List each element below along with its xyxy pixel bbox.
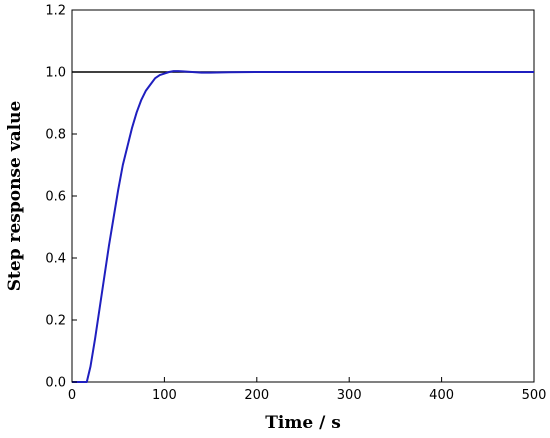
x-tick-label: 400 [429,388,454,403]
series-layer [72,70,534,383]
x-tick-label: 300 [337,388,362,403]
x-axis-title: Time / s [265,413,341,433]
y-tick-label: 0.6 [45,190,66,205]
x-tick-label: 200 [244,388,269,403]
x-tick-label: 500 [522,388,547,403]
y-tick-label: 0.8 [45,128,66,143]
y-tick-label: 1.0 [45,66,66,81]
x-axis-ticks: 0 100 200 300 400 500 [68,377,547,403]
y-tick-label: 0.0 [45,376,66,391]
plot-area-frame [71,9,535,383]
y-tick-label: 0.2 [45,314,66,329]
y-tick-label: 1.2 [45,4,66,19]
y-axis-title: Step response value [5,101,25,292]
x-tick-label: 100 [152,388,177,403]
y-tick-label: 0.4 [45,252,66,267]
y-axis-ticks: 0.0 0.2 0.4 0.6 0.8 1.0 1.2 [45,4,77,391]
x-tick-label: 0 [68,388,76,403]
series-line-1 [72,70,534,383]
